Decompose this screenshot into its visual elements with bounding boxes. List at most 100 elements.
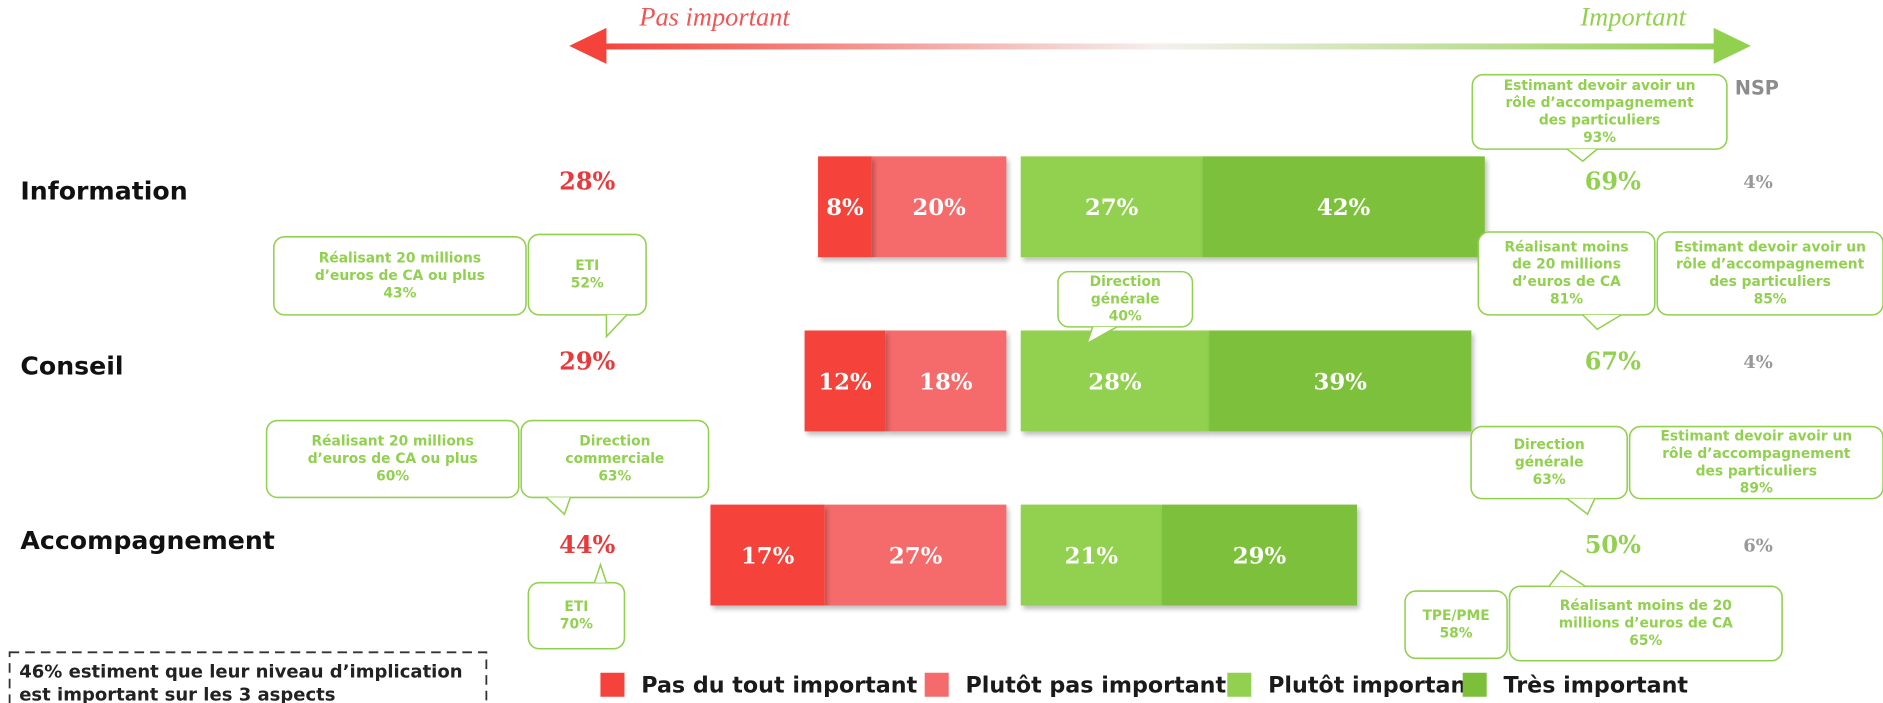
- bar: [710, 504, 825, 606]
- callout-text: ETI: [564, 599, 588, 615]
- bar: [1020, 156, 1203, 258]
- right-total: 69%: [1585, 166, 1641, 195]
- callout-value: 65%: [1629, 633, 1662, 649]
- callout-tail-edge: [1548, 569, 1586, 587]
- callout-text: des particuliers: [1709, 274, 1830, 290]
- bar: [824, 504, 1007, 606]
- callout-tail-edge: [605, 314, 628, 339]
- callout-box: [1508, 585, 1783, 662]
- callout-value: 63%: [1533, 472, 1566, 488]
- callout-tail: [1567, 498, 1595, 515]
- bar-label: 39%: [1314, 369, 1368, 395]
- bar: [1161, 504, 1358, 606]
- bar: [885, 330, 1007, 432]
- callout-box: [273, 236, 527, 316]
- callout-value: 60%: [376, 468, 409, 484]
- callout-tail-edge: [1566, 497, 1596, 516]
- callout-value: 43%: [383, 285, 416, 301]
- left-total: 29%: [559, 346, 615, 375]
- callout-tail-edge: [1566, 148, 1598, 163]
- callout-text: TPE/PME: [1422, 608, 1489, 624]
- legend-label: Plutôt important: [1268, 672, 1477, 698]
- callout-tail-edge: [593, 562, 608, 583]
- bar: [804, 330, 886, 432]
- callout-text: Estimant devoir avoir un: [1674, 239, 1866, 255]
- callout-text: générale: [1515, 455, 1584, 471]
- bar-label: 17%: [741, 543, 795, 569]
- left-total: 44%: [559, 530, 615, 559]
- callout-tail-edge: [1085, 326, 1118, 346]
- bar-label: 20%: [912, 195, 966, 221]
- callout-text: d’euros de CA: [1512, 274, 1621, 290]
- bar-label: 29%: [1233, 543, 1287, 569]
- callout-text: Réalisant moins: [1505, 239, 1629, 255]
- callout-text: millions d’euros de CA: [1559, 616, 1733, 632]
- callout-value: 52%: [571, 275, 604, 291]
- callout-text: rôle d’accompagnement: [1662, 446, 1851, 462]
- callout-text: Direction: [1514, 437, 1585, 453]
- row-label: Information: [20, 176, 187, 205]
- callout-text: Estimant devoir avoir un: [1660, 428, 1852, 444]
- callout-box: [1656, 231, 1883, 316]
- callout-box: [520, 419, 710, 499]
- legend-label: Pas du tout important: [641, 672, 917, 698]
- callout-box: [1471, 73, 1728, 150]
- note: 46% estiment que leur niveau d’implicati…: [19, 660, 463, 703]
- bar: [1020, 330, 1210, 432]
- callout-value: 85%: [1754, 292, 1787, 308]
- callout-box: [1470, 425, 1628, 500]
- callout-text: Réalisant moins de 20: [1560, 598, 1732, 614]
- bar-label: 28%: [1088, 369, 1142, 395]
- callout-text: rôle d’accompagnement: [1676, 257, 1865, 273]
- callout-text: commerciale: [565, 451, 664, 467]
- callout-box: [265, 419, 520, 499]
- callout-box: [1477, 231, 1656, 316]
- axis-right-label: Important: [1579, 2, 1686, 32]
- callout-value: 81%: [1550, 292, 1583, 308]
- legend-label: Très important: [1504, 672, 1689, 698]
- bar: [818, 156, 872, 258]
- callout-text: générale: [1091, 291, 1160, 307]
- callout-text: de 20 millions: [1512, 257, 1621, 273]
- bar-label: 27%: [1085, 195, 1139, 221]
- note-text: 46% estiment que leur niveau d’implicati…: [19, 660, 463, 703]
- bar-label: 42%: [1317, 195, 1371, 221]
- right-total: 67%: [1585, 346, 1641, 375]
- callout-tail-edge: [1582, 314, 1622, 331]
- left-total: 28%: [559, 166, 615, 195]
- callout-tail: [594, 564, 607, 583]
- callout-value: 58%: [1440, 625, 1473, 641]
- callout-value: 70%: [560, 616, 593, 632]
- legend-swatch: [924, 672, 949, 697]
- bar: [871, 156, 1007, 258]
- callout-text: d’euros de CA ou plus: [308, 451, 478, 467]
- callout-text: des particuliers: [1696, 463, 1817, 479]
- callout-text: d’euros de CA ou plus: [315, 268, 485, 284]
- callout-value: 63%: [598, 468, 631, 484]
- callout-text: des particuliers: [1539, 113, 1660, 129]
- axis-left-label: Pas important: [638, 2, 790, 32]
- arrow-head-left: [569, 27, 607, 64]
- bar-label: 21%: [1065, 543, 1119, 569]
- callout-tail-edge: [545, 496, 572, 516]
- callout-box: [1057, 270, 1194, 328]
- bar-label: 12%: [818, 369, 872, 395]
- axis-arrow: [594, 43, 1724, 50]
- callout-tail: [546, 497, 571, 515]
- row-label: Accompagnement: [20, 526, 274, 555]
- bar-label: 8%: [826, 195, 864, 221]
- callout-text: Direction: [1090, 274, 1161, 290]
- callout-value: 89%: [1740, 481, 1773, 497]
- callout-box: [527, 233, 647, 316]
- bar: [1020, 504, 1162, 606]
- legend-label: Plutôt pas important: [966, 672, 1227, 698]
- callout-tail: [1567, 149, 1598, 162]
- legend-swatch: [600, 672, 625, 697]
- callout-tail: [1582, 314, 1622, 330]
- callout-text: Réalisant 20 millions: [319, 250, 481, 266]
- nsp-value: 6%: [1743, 536, 1773, 557]
- nsp-header: NSP: [1735, 77, 1779, 100]
- callout-value: 40%: [1109, 309, 1142, 325]
